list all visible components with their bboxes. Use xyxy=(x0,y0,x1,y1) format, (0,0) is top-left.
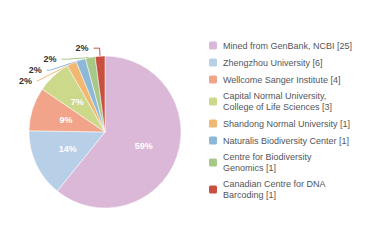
svg-text:Centre for Biodiversity: Centre for Biodiversity xyxy=(223,152,312,162)
svg-text:2%: 2% xyxy=(29,65,42,75)
svg-text:Wellcome Sanger Institute [4]: Wellcome Sanger Institute [4] xyxy=(223,75,340,85)
svg-text:Canadian Centre for DNA: Canadian Centre for DNA xyxy=(223,179,326,189)
svg-text:2%: 2% xyxy=(76,43,89,53)
svg-text:Genomics [1]: Genomics [1] xyxy=(223,163,276,173)
svg-text:2%: 2% xyxy=(43,54,56,64)
svg-text:Zhengzhou University [6]: Zhengzhou University [6] xyxy=(223,58,323,68)
svg-text:2%: 2% xyxy=(19,76,32,86)
svg-text:College of Life Sciences [3]: College of Life Sciences [3] xyxy=(223,102,332,112)
svg-text:Capital Normal University,: Capital Normal University, xyxy=(223,91,326,101)
svg-text:Naturalis Biodiversity Center: Naturalis Biodiversity Center [1] xyxy=(223,136,349,146)
svg-text:59%: 59% xyxy=(135,141,153,151)
svg-text:Barcoding [1]: Barcoding [1] xyxy=(223,190,276,200)
svg-text:7%: 7% xyxy=(71,97,84,107)
svg-text:14%: 14% xyxy=(59,144,77,154)
svg-text:9%: 9% xyxy=(59,115,72,125)
svg-text:Mined from GenBank, NCBI [25]: Mined from GenBank, NCBI [25] xyxy=(223,41,352,51)
svg-text:Shandong Normal University [1]: Shandong Normal University [1] xyxy=(223,119,350,129)
